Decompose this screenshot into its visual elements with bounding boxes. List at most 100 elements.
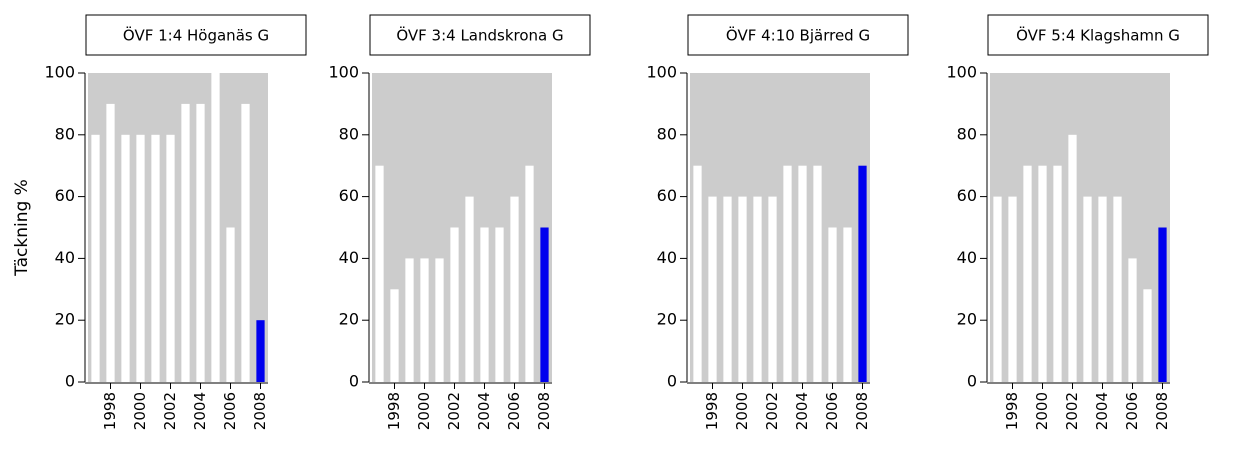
bar [1053, 165, 1062, 382]
y-tick-label: 60 [55, 186, 75, 205]
panel-title: ÖVF 5:4 Klagshamn G [1016, 26, 1180, 45]
x-tick-label: 2002 [445, 392, 463, 430]
y-tick-label: 0 [967, 372, 977, 391]
bar [390, 289, 399, 382]
y-tick-label: 100 [946, 63, 977, 82]
y-tick-label: 80 [55, 124, 75, 143]
bar [510, 196, 519, 382]
bar [708, 196, 717, 382]
x-tick-label: 2004 [793, 392, 811, 430]
panel-title: ÖVF 1:4 Höganäs G [123, 26, 269, 45]
y-tick-label: 20 [957, 310, 977, 329]
bar [1008, 196, 1017, 382]
title-box [85, 14, 307, 56]
bar [435, 258, 444, 382]
x-tick-label: 2008 [535, 392, 553, 430]
title-box [687, 14, 909, 56]
y-tick-label: 0 [667, 372, 677, 391]
bar [693, 165, 702, 382]
bar [753, 196, 762, 382]
y-tick-label: 0 [65, 372, 75, 391]
y-tick-label: 20 [55, 310, 75, 329]
x-tick-label: 1998 [101, 392, 119, 430]
y-tick-label: 40 [339, 248, 359, 267]
x-tick-label: 2006 [505, 392, 523, 430]
x-tick-label: 2000 [733, 392, 751, 430]
x-tick-label: 2008 [251, 392, 269, 430]
bar [1098, 196, 1107, 382]
bar [106, 103, 115, 383]
bar [375, 165, 384, 382]
y-tick-label: 80 [657, 124, 677, 143]
bar [181, 103, 190, 383]
x-tick-label: 2004 [475, 392, 493, 430]
x-tick-label: 1998 [703, 392, 721, 430]
panel-title: ÖVF 4:10 Bjärred G [726, 26, 870, 45]
y-tick-label: 60 [339, 186, 359, 205]
plot-background [372, 73, 552, 382]
bar [1113, 196, 1122, 382]
y-tick-label: 60 [957, 186, 977, 205]
bar [121, 134, 130, 382]
bar [798, 165, 807, 382]
bar [858, 165, 867, 382]
y-tick-label: 40 [55, 248, 75, 267]
bar [1068, 134, 1077, 382]
y-tick-label: 100 [646, 63, 677, 82]
bar [813, 165, 822, 382]
y-axis-label: Täckning % [12, 179, 32, 277]
bar [256, 320, 265, 382]
bar [1158, 227, 1167, 382]
bar [525, 165, 534, 382]
y-tick-label: 20 [339, 310, 359, 329]
x-tick-label: 2008 [1153, 392, 1171, 430]
x-tick-label: 2000 [415, 392, 433, 430]
y-tick-label: 20 [657, 310, 677, 329]
title-box [369, 14, 591, 56]
bar [738, 196, 747, 382]
bar [136, 134, 145, 382]
bar [211, 73, 220, 382]
bar [828, 227, 837, 382]
y-tick-label: 40 [657, 248, 677, 267]
bar [405, 258, 414, 382]
bar [226, 227, 235, 382]
y-tick-label: 100 [44, 63, 75, 82]
bar [1038, 165, 1047, 382]
bar [495, 227, 504, 382]
bar [166, 134, 175, 382]
bar [241, 103, 250, 383]
x-tick-label: 2006 [823, 392, 841, 430]
x-tick-label: 2006 [1123, 392, 1141, 430]
x-tick-label: 2006 [221, 392, 239, 430]
bar [783, 165, 792, 382]
x-tick-label: 2008 [853, 392, 871, 430]
plot-background [88, 73, 268, 382]
bar [1083, 196, 1092, 382]
x-tick-label: 2000 [1033, 392, 1051, 430]
panel-title: ÖVF 3:4 Landskrona G [396, 26, 563, 45]
y-tick-label: 60 [657, 186, 677, 205]
bar [480, 227, 489, 382]
x-tick-label: 2002 [161, 392, 179, 430]
bar [450, 227, 459, 382]
x-tick-label: 1998 [1003, 392, 1021, 430]
bar [420, 258, 429, 382]
bar [723, 196, 732, 382]
bar [843, 227, 852, 382]
x-tick-label: 2004 [1093, 392, 1111, 430]
bar [1128, 258, 1137, 382]
bar [1143, 289, 1152, 382]
bar [91, 134, 100, 382]
bar [993, 196, 1002, 382]
bar [465, 196, 474, 382]
bar [1023, 165, 1032, 382]
x-tick-label: 2002 [1063, 392, 1081, 430]
bar [768, 196, 777, 382]
x-tick-label: 2004 [191, 392, 209, 430]
y-tick-label: 80 [957, 124, 977, 143]
title-box [987, 14, 1209, 56]
plot-background [990, 73, 1170, 382]
y-tick-label: 40 [957, 248, 977, 267]
